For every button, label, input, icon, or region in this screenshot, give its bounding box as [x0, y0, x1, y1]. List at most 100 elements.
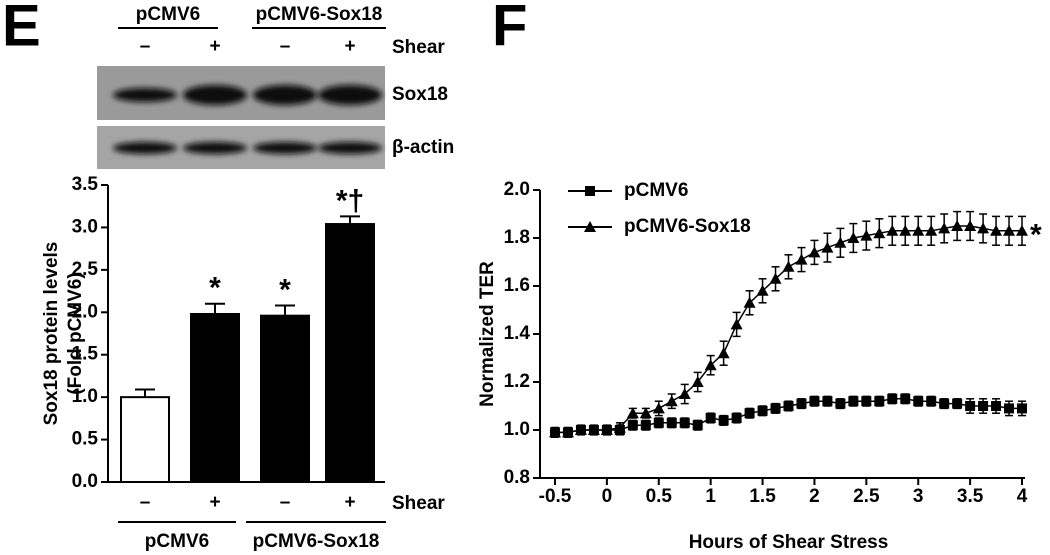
marker	[783, 401, 794, 411]
marker	[691, 376, 704, 387]
y-tick-label: 1.0	[504, 419, 530, 440]
marker	[550, 427, 560, 438]
marker	[835, 398, 846, 409]
significance-label: *†	[336, 184, 364, 217]
legend-label: pCMV6	[624, 180, 688, 201]
marker	[847, 232, 860, 243]
y-tick-label: 2.0	[504, 179, 530, 200]
marker	[575, 425, 586, 435]
y-tick-label: 1.0	[72, 386, 98, 407]
marker	[912, 224, 925, 236]
marker	[978, 401, 989, 411]
marker	[705, 413, 716, 423]
x-tick-label: 3	[913, 486, 924, 507]
x-tick-label: –	[280, 492, 291, 513]
y-tick-label: 0.5	[72, 429, 99, 450]
x-tick-label: 0.5	[646, 486, 673, 507]
blot-band	[113, 142, 177, 154]
marker	[769, 272, 782, 284]
x-tick-label: +	[344, 492, 355, 513]
bar	[260, 314, 310, 483]
marker	[743, 296, 756, 308]
blot-band	[318, 142, 382, 154]
marker	[874, 396, 885, 407]
marker	[809, 396, 820, 407]
band-label: Sox18	[392, 84, 448, 105]
x-tick-label: +	[209, 492, 220, 513]
x-tick-label: 2	[809, 486, 820, 507]
marker	[861, 396, 872, 407]
y-tick-label: 1.2	[504, 371, 530, 392]
band-label: β-actin	[392, 137, 454, 158]
marker	[977, 222, 990, 234]
marker	[756, 284, 769, 296]
marker	[679, 417, 690, 428]
marker	[873, 227, 886, 239]
marker	[899, 224, 912, 236]
x-tick-label: 1.5	[749, 486, 776, 507]
marker	[951, 220, 964, 231]
marker	[731, 413, 742, 423]
marker	[730, 318, 743, 330]
bar	[120, 396, 170, 483]
y-tick-label: 3.0	[72, 216, 98, 237]
marker	[952, 398, 963, 409]
marker	[821, 241, 834, 253]
x-tick-label: -0.5	[539, 486, 572, 507]
marker	[1016, 224, 1028, 236]
lane-label: +	[209, 36, 220, 57]
bar	[190, 312, 240, 483]
y-tick-label: 1.6	[504, 275, 530, 296]
marker	[939, 398, 950, 409]
condition-label: Shear	[392, 37, 445, 58]
marker	[585, 186, 595, 196]
marker	[860, 229, 873, 241]
condition-label: Shear	[392, 493, 445, 514]
marker	[887, 393, 898, 404]
marker	[770, 403, 781, 414]
legend-label: pCMV6-Sox18	[624, 216, 751, 237]
marker	[1004, 403, 1015, 414]
marker	[666, 417, 677, 428]
marker	[640, 420, 651, 431]
blot-band	[183, 142, 247, 154]
marker	[639, 407, 652, 419]
y-tick-label: 1.5	[72, 344, 99, 365]
marker	[990, 224, 1003, 236]
marker	[834, 236, 847, 248]
lane-label: –	[140, 36, 151, 57]
x-tick-label: 0	[602, 486, 613, 507]
marker	[900, 393, 911, 404]
blot-band	[253, 142, 317, 154]
marker	[991, 401, 1002, 411]
y-tick-label: 0.0	[72, 471, 98, 492]
y-tick-label: 3.5	[72, 174, 99, 195]
y-tick-label: 1.4	[504, 323, 531, 344]
marker	[704, 359, 717, 371]
y-axis-label: (Fold pCMV6)	[65, 272, 86, 394]
x-tick-label: –	[140, 492, 151, 513]
marker	[744, 408, 755, 419]
y-tick-label: 0.8	[504, 467, 530, 488]
marker	[584, 221, 596, 232]
marker	[562, 427, 573, 438]
marker	[848, 396, 859, 407]
x-tick-label: 4	[1017, 486, 1028, 507]
marker	[1003, 224, 1016, 236]
marker	[926, 396, 937, 407]
x-tick-label: 1	[705, 486, 716, 507]
marker	[808, 246, 821, 258]
marker	[822, 396, 833, 407]
y-tick-label: 1.8	[504, 227, 530, 248]
marker	[757, 405, 768, 416]
marker	[913, 396, 924, 407]
marker	[718, 415, 729, 426]
y-tick-label: 2.5	[72, 259, 99, 280]
marker	[886, 224, 899, 236]
group-label: pCMV6-Sox18	[253, 531, 380, 552]
marker	[717, 347, 730, 359]
x-tick-label: 2.5	[853, 486, 880, 507]
marker	[653, 417, 664, 428]
group-label: pCMV6	[136, 4, 200, 25]
